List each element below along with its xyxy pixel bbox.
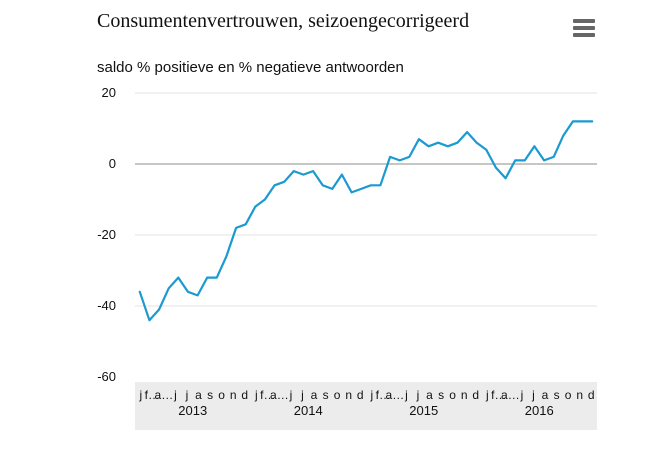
x-tick-label: s xyxy=(323,388,329,402)
x-year-label: 2014 xyxy=(294,403,323,418)
x-tick-label: o xyxy=(218,388,225,402)
x-tick-label: a… xyxy=(155,388,174,402)
y-tick-label: 0 xyxy=(109,156,116,171)
x-tick-label: n xyxy=(345,388,352,402)
x-tick-label: f… xyxy=(491,388,506,402)
y-tick-label: -40 xyxy=(97,298,116,313)
x-tick-label: a xyxy=(426,388,433,402)
x-tick-label: n xyxy=(230,388,237,402)
x-axis-band xyxy=(135,382,597,430)
x-tick-label: o xyxy=(449,388,456,402)
x-tick-label: f… xyxy=(260,388,275,402)
chart-title: Consumentenvertrouwen, seizoengecorrigee… xyxy=(97,10,470,32)
x-tick-label: a xyxy=(195,388,202,402)
x-tick-label: a xyxy=(311,388,318,402)
x-tick-label: j xyxy=(173,388,177,402)
x-tick-label: s xyxy=(207,388,213,402)
x-tick-label: j xyxy=(520,388,524,402)
x-tick-label: j xyxy=(289,388,293,402)
x-tick-label: j xyxy=(254,388,258,402)
x-year-label: 2015 xyxy=(409,403,438,418)
y-tick-label: 20 xyxy=(102,85,116,100)
x-tick-label: n xyxy=(576,388,583,402)
x-tick-label: j xyxy=(531,388,535,402)
hamburger-menu-icon[interactable] xyxy=(572,18,596,38)
x-tick-label: d xyxy=(472,388,479,402)
x-tick-label: j xyxy=(485,388,489,402)
y-tick-label: -20 xyxy=(97,227,116,242)
x-tick-label: d xyxy=(241,388,248,402)
x-tick-label: d xyxy=(357,388,364,402)
x-tick-label: a… xyxy=(501,388,520,402)
x-tick-label: s xyxy=(438,388,444,402)
x-tick-label: o xyxy=(565,388,572,402)
x-year-label: 2016 xyxy=(525,403,554,418)
x-tick-label: j xyxy=(416,388,420,402)
x-tick-label: f… xyxy=(145,388,160,402)
x-tick-label: n xyxy=(461,388,468,402)
chart-subtitle: saldo % positieve en % negatieve antwoor… xyxy=(97,59,404,76)
y-tick-label: -60 xyxy=(97,369,116,384)
x-tick-label: o xyxy=(334,388,341,402)
x-tick-label: a… xyxy=(386,388,405,402)
x-tick-label: a xyxy=(542,388,549,402)
series-line xyxy=(138,120,594,322)
x-tick-label: j xyxy=(138,388,142,402)
x-year-label: 2013 xyxy=(178,403,207,418)
x-tick-label: f… xyxy=(376,388,391,402)
x-tick-label: j xyxy=(300,388,304,402)
x-tick-label: j xyxy=(369,388,373,402)
x-tick-label: d xyxy=(588,388,595,402)
x-tick-label: a… xyxy=(270,388,289,402)
x-tick-label: s xyxy=(554,388,560,402)
x-tick-label: j xyxy=(185,388,189,402)
x-tick-label: j xyxy=(404,388,408,402)
